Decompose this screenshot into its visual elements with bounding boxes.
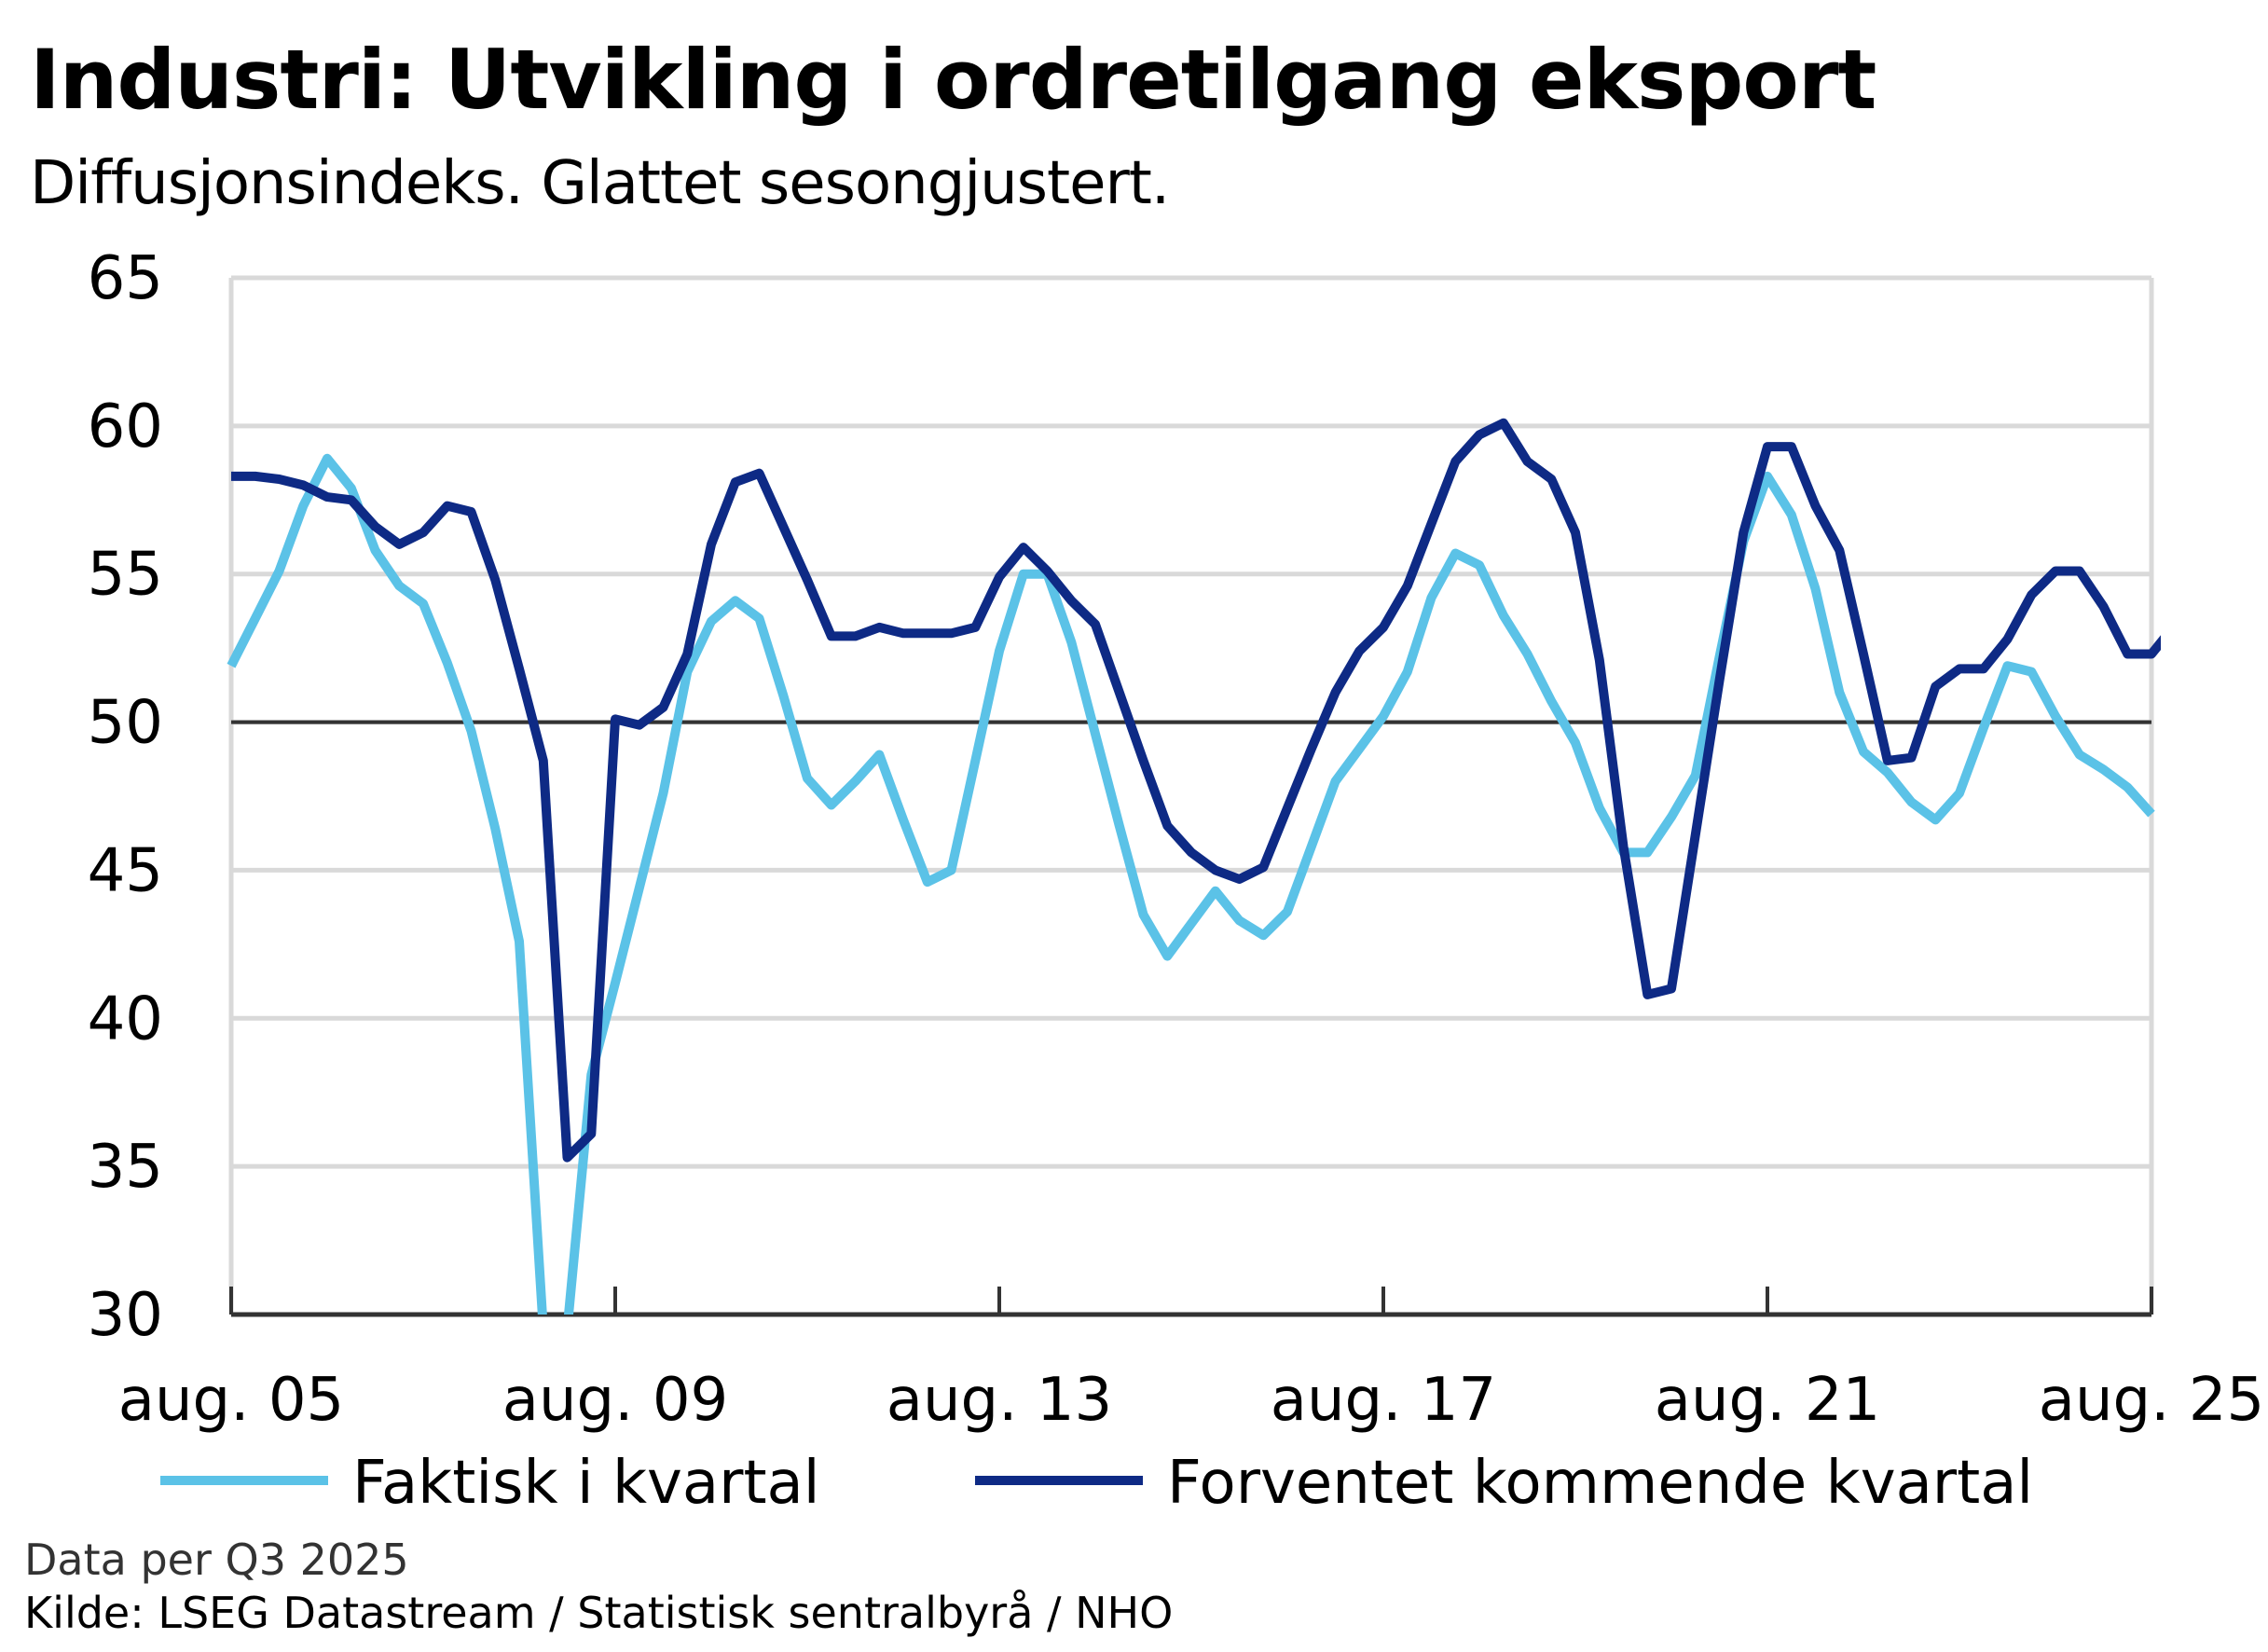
y-tick-labels: 30 35 40 45 50 55 60 65 <box>88 244 163 1350</box>
y-tick-label: 30 <box>88 1281 163 1350</box>
legend: Faktisk i kvartal Forventet kommende kvar… <box>160 1449 2033 1518</box>
legend-item: Faktisk i kvartal <box>160 1449 820 1518</box>
x-tick-label: aug. 13 <box>887 1366 1113 1435</box>
x-tick-label: aug. 17 <box>1271 1366 1497 1435</box>
series-lines <box>227 418 2161 1315</box>
x-tick-label: aug. 09 <box>502 1366 729 1435</box>
chart-title: Industri: Utvikling i ordretilgang ekspo… <box>30 32 1876 128</box>
y-tick-label: 45 <box>88 836 163 905</box>
y-tick-label: 60 <box>88 392 163 461</box>
series-line-forventet <box>231 418 2161 1163</box>
y-tick-label: 55 <box>88 541 163 610</box>
grid-lines <box>231 275 2154 1315</box>
y-tick-label: 65 <box>88 244 163 313</box>
y-tick-label: 35 <box>88 1133 163 1202</box>
y-tick-label: 50 <box>88 689 163 758</box>
x-tick-labels: aug. 05 aug. 09 aug. 13 aug. 17 aug. 21 aug. … <box>118 1366 2265 1435</box>
series-line-faktisk <box>227 453 2155 1315</box>
legend-item: Forventet kommende kvartal <box>975 1449 2033 1518</box>
x-tick-label: aug. 05 <box>118 1366 345 1435</box>
legend-label: Faktisk i kvartal <box>352 1449 820 1518</box>
footnote: Data per Q3 2025 <box>24 1535 409 1585</box>
axes <box>228 278 2153 1317</box>
source-note: Kilde: LSEG Datastream / Statistisk sent… <box>24 1588 1174 1638</box>
chart-subtitle: Diffusjonsindeks. Glattet sesongjustert. <box>30 149 1170 218</box>
x-tick-label: aug. 25 <box>2039 1366 2265 1435</box>
legend-label: Forventet kommende kvartal <box>1167 1449 2033 1518</box>
y-tick-label: 40 <box>88 984 163 1053</box>
x-tick-label: aug. 21 <box>1655 1366 1881 1435</box>
